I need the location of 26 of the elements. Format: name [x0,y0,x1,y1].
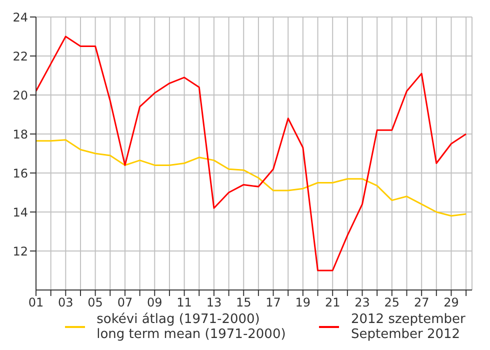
x-tick-label: 23 [354,296,370,310]
x-tick-label: 21 [324,296,340,310]
x-tick-label: 01 [28,296,44,310]
y-tick-label: 16 [12,166,28,180]
legend-label: 2012 szeptember September 2012 [350,312,466,342]
x-tick-label: 05 [88,296,103,310]
x-tick-label: 19 [295,296,311,310]
y-tick-label: 22 [12,49,28,64]
line-series [36,139,467,217]
x-tick-label: 17 [266,296,281,310]
x-tick-label: 03 [58,296,74,310]
legend-label: sokévi átlag (1971-2000) long term mean (1971-2000) [96,312,286,342]
y-tick-label: 14 [12,205,28,220]
x-tick-label: 29 [444,296,459,310]
y-tick-label: 12 [12,244,28,258]
x-tick-label: 15 [236,296,252,310]
y-tick-label: 20 [12,88,28,102]
x-tick-label: 07 [117,296,133,310]
x-tick-label: 11 [176,296,192,310]
x-tick-label: 13 [206,296,222,310]
y-tick-label: 24 [12,10,28,24]
x-tick-label: 09 [147,296,162,310]
y-tick-label: 18 [12,127,28,142]
line-series [36,36,467,272]
x-tick-label: 27 [414,296,430,310]
x-tick-label: 25 [384,296,400,310]
